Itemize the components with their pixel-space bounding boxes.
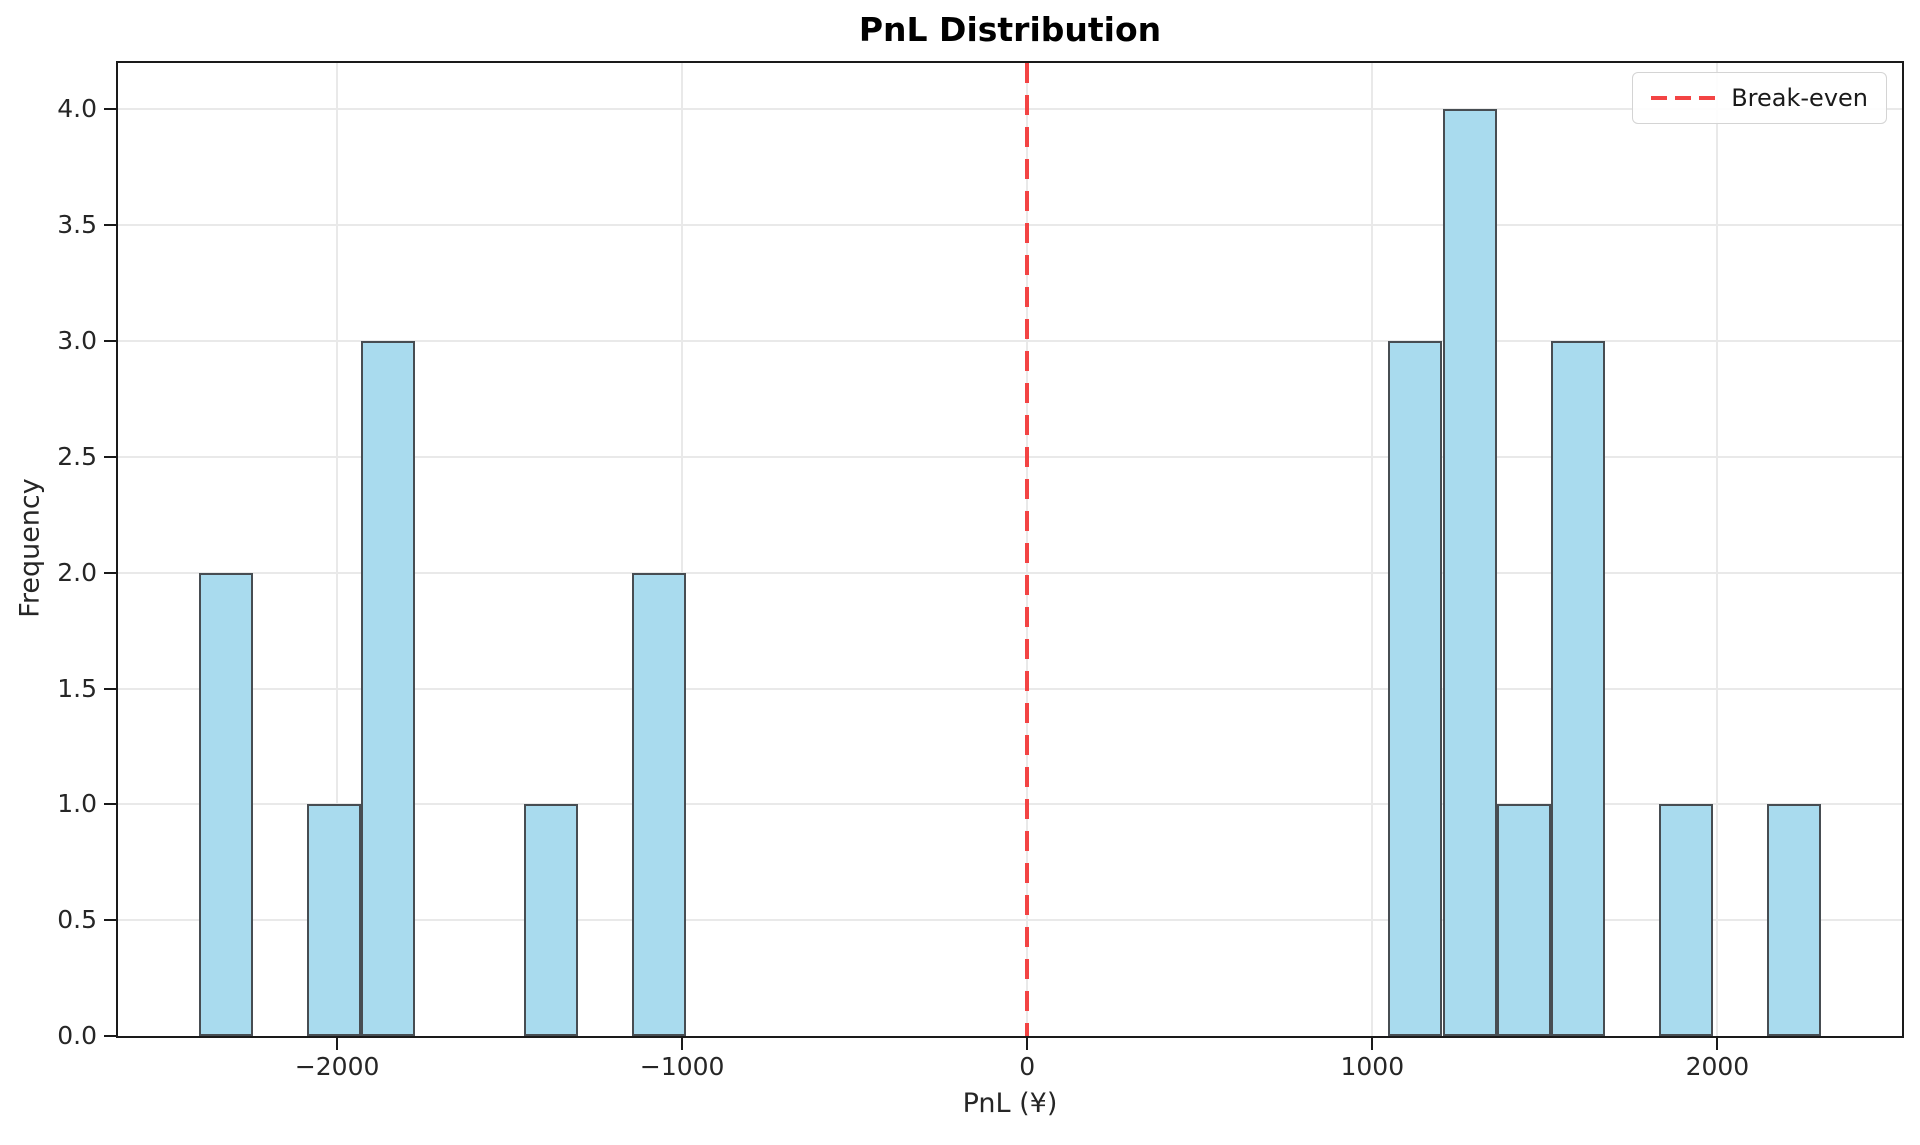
y-tick-mark [104, 455, 116, 458]
gridline-horizontal [118, 340, 1902, 342]
histogram-bar [1496, 804, 1551, 1036]
histogram-bar [523, 804, 578, 1036]
histogram-bar [1658, 804, 1713, 1036]
y-tick-label: 3.5 [57, 210, 97, 240]
legend: Break-even [1632, 72, 1887, 124]
y-tick-mark [104, 1035, 116, 1037]
x-tick-mark [1371, 1038, 1374, 1050]
gridline-horizontal [118, 919, 1902, 922]
y-tick-label: 3.0 [57, 326, 97, 355]
histogram-bar [1766, 804, 1821, 1036]
x-tick-mark [1716, 1038, 1719, 1050]
y-tick-label: 1.5 [57, 673, 97, 703]
y-tick-label: 2.0 [57, 557, 97, 587]
y-tick-label: 2.5 [57, 441, 97, 471]
gridline-horizontal [118, 803, 1902, 806]
x-tick-label: −2000 [294, 1052, 380, 1081]
y-tick-mark [104, 340, 116, 342]
y-tick-mark [104, 571, 116, 574]
gridline-vertical [336, 63, 339, 1036]
x-tick-mark [681, 1038, 684, 1050]
x-tick-mark [1026, 1038, 1029, 1050]
x-tick-label: 2000 [1685, 1052, 1750, 1081]
y-tick-mark [104, 224, 116, 227]
plot-area: Break-even [116, 61, 1904, 1038]
gridline-horizontal [118, 455, 1902, 458]
y-axis-label: Frequency [14, 478, 46, 618]
y-tick-label: 0.5 [57, 905, 97, 935]
y-tick-label: 0.0 [57, 1021, 97, 1050]
gridline-horizontal [118, 224, 1902, 227]
chart-title: PnL Distribution [858, 10, 1162, 49]
x-axis-label: PnL (¥) [962, 1088, 1058, 1119]
x-tick-mark [336, 1038, 339, 1050]
y-tick-mark [104, 687, 116, 690]
histogram-bar [1442, 109, 1497, 1036]
y-tick-mark [104, 803, 116, 806]
gridline-vertical [681, 63, 684, 1036]
y-tick-mark [104, 919, 116, 922]
break-even-dash-icon [1651, 96, 1716, 100]
histogram-bar [361, 341, 416, 1036]
gridline-vertical [1716, 63, 1719, 1036]
histogram-bar [307, 804, 362, 1036]
legend-label: Break-even [1731, 84, 1868, 112]
y-tick-label: 1.0 [57, 789, 97, 819]
histogram-bar [631, 572, 686, 1036]
x-tick-label: −1000 [639, 1052, 725, 1081]
histogram-bar [199, 572, 254, 1036]
break-even-line [1025, 63, 1030, 1036]
y-tick-mark [104, 108, 116, 111]
histogram-bar [1388, 341, 1443, 1036]
gridline-horizontal [118, 687, 1902, 690]
histogram-bar [1550, 341, 1605, 1036]
gridline-horizontal [118, 571, 1902, 574]
y-tick-label: 4.0 [57, 94, 97, 124]
gridline-horizontal [118, 108, 1902, 111]
x-tick-label: 0 [1019, 1052, 1036, 1081]
x-tick-label: 1000 [1340, 1052, 1405, 1081]
gridline-vertical [1371, 63, 1374, 1036]
